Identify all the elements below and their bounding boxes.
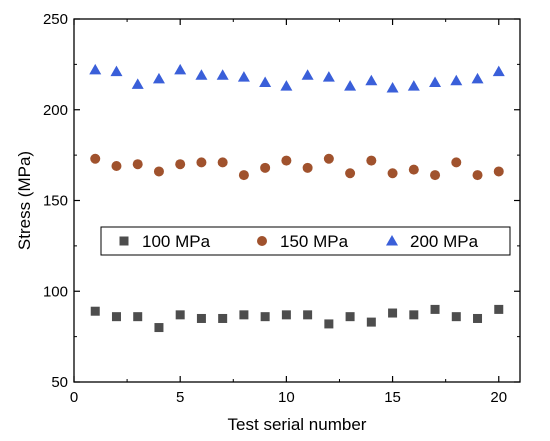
data-point [238,170,249,181]
x-tick-label: 15 [384,389,401,406]
x-tick-label: 20 [490,389,507,406]
legend-label: 150 MPa [280,232,349,251]
data-point [239,310,249,320]
tick-labels: 0 5 10 15 20 50 100 150 200 250 [43,11,507,406]
y-tick-label: 150 [43,193,68,210]
series-3 [89,63,505,93]
legend: 100 MPa 150 MPa 200 MPa [100,226,511,256]
data-point [408,164,419,175]
y-axis-title: Stress (MPa) [15,151,34,250]
legend-marker [119,236,129,246]
data-point [281,310,291,320]
series-2 [90,153,504,181]
legend-marker [257,236,267,246]
data-point [133,312,143,322]
data-point [196,157,207,168]
data-point [323,153,334,164]
data-point [322,71,335,82]
data-point [217,157,228,168]
data-point [301,69,314,80]
y-tick-label: 250 [43,11,68,28]
data-point [387,168,398,179]
data-point [450,74,463,86]
data-point [237,71,250,82]
data-point [451,312,461,322]
data-point [216,69,229,80]
series-1 [90,304,504,333]
data-point [280,80,293,91]
data-point [90,306,100,316]
data-point [366,317,376,327]
data-point [451,157,462,168]
data-point [472,170,483,181]
data-point [154,323,164,333]
data-point [429,76,442,88]
legend-box [100,226,511,256]
data-point [195,69,208,80]
data-point [407,80,420,91]
data-point [175,310,185,320]
data-point [365,74,378,86]
y-tick-label: 100 [43,283,68,300]
y-tick-label: 200 [43,102,68,119]
data-point [174,63,187,75]
data-point [259,76,272,88]
axis-ticks [73,18,520,383]
data-point [281,155,292,166]
y-tick-label: 50 [51,374,68,391]
data-point [218,313,228,323]
data-point [153,166,164,177]
data-point [110,65,123,77]
data-point [175,159,186,170]
data-point [90,153,101,164]
data-point [492,65,505,77]
data-point [152,72,165,84]
data-markers [89,63,505,333]
data-point [345,312,355,322]
data-point [345,168,356,179]
data-point [494,304,504,314]
x-tick-label: 5 [176,389,184,406]
data-point [302,162,313,173]
data-point [493,166,504,177]
data-point [430,170,441,181]
data-point [131,78,144,89]
legend-marker [386,235,398,246]
plot-border [73,18,521,383]
data-point [111,312,121,322]
x-tick-label: 10 [278,389,295,406]
data-point [430,304,440,314]
data-point [303,310,313,320]
data-point [89,63,102,75]
legend-label: 200 MPa [410,232,479,251]
plot-frame [73,18,521,383]
data-point [324,319,334,329]
data-point [132,159,143,170]
data-point [196,313,206,323]
legend-label: 100 MPa [142,232,211,251]
data-point [344,80,357,91]
data-point [386,81,399,93]
data-point [471,72,484,84]
data-point [409,310,419,320]
data-point [473,313,483,323]
x-axis-title: Test serial number [228,415,367,434]
data-point [260,162,271,173]
data-point [388,308,398,318]
data-point [260,312,270,322]
data-point [111,161,122,172]
x-tick-label: 0 [70,389,78,406]
data-point [366,155,377,166]
